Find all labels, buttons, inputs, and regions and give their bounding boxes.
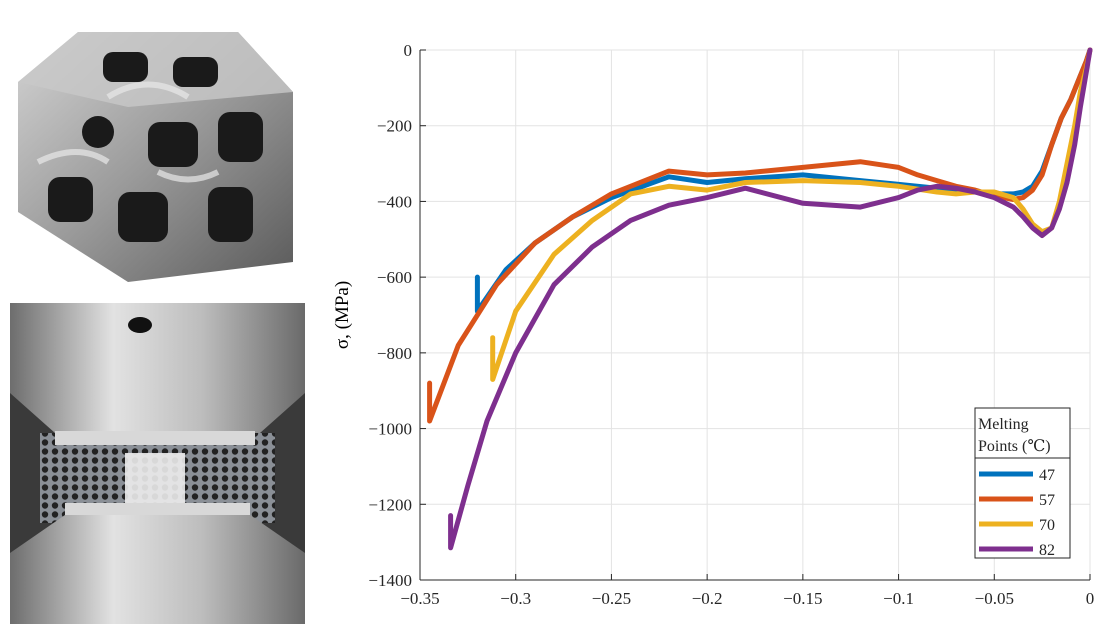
series-line-70 xyxy=(490,47,1093,382)
legend-entry-label: 47 xyxy=(1039,467,1055,484)
x-tick-label: −0.3 xyxy=(500,589,531,608)
legend: Melting Points (℃) 47 57 70 82 xyxy=(974,407,1071,559)
stress-strain-chart: −0.35 −0.3 −0.25 −0.2 −0.15 −0.1 −0.05 0 0 −200 −4… xyxy=(332,41,1094,608)
axes: −0.35 −0.3 −0.25 −0.2 −0.15 −0.1 −0.05 0 0 −200 −4… xyxy=(368,41,1094,608)
x-tick-label: −0.35 xyxy=(400,589,439,608)
x-tick-label: −0.2 xyxy=(692,589,723,608)
x-tick-label: −0.05 xyxy=(975,589,1014,608)
y-tick-label: −400 xyxy=(377,192,412,211)
x-tick-label: −0.1 xyxy=(883,589,914,608)
y-tick-label: −1400 xyxy=(368,571,412,590)
x-tick-label: −0.25 xyxy=(592,589,631,608)
y-tick-label: −1000 xyxy=(368,420,412,439)
y-tick-label: −200 xyxy=(377,117,412,136)
series-lines xyxy=(427,47,1093,551)
y-tick-label: 0 xyxy=(404,41,413,60)
x-tick-label: −0.15 xyxy=(783,589,822,608)
legend-entry-label: 57 xyxy=(1039,492,1055,509)
legend-entry-label: 82 xyxy=(1039,542,1055,559)
series-line-82 xyxy=(448,47,1093,551)
compression-test-photo xyxy=(10,303,305,624)
series-line-57 xyxy=(427,47,1093,424)
x-tick-label: 0 xyxy=(1086,589,1095,608)
legend-title: Points (℃) xyxy=(978,438,1051,455)
lattice-cube-photo xyxy=(18,32,293,282)
legend-title: Melting xyxy=(978,416,1029,433)
y-tick-label: −1200 xyxy=(368,495,412,514)
legend-box xyxy=(974,407,1071,559)
legend-entry-label: 70 xyxy=(1039,517,1055,534)
y-axis-label: σ, (MPa) xyxy=(332,281,353,349)
y-tick-label: −600 xyxy=(377,268,412,287)
y-tick-label: −800 xyxy=(377,344,412,363)
